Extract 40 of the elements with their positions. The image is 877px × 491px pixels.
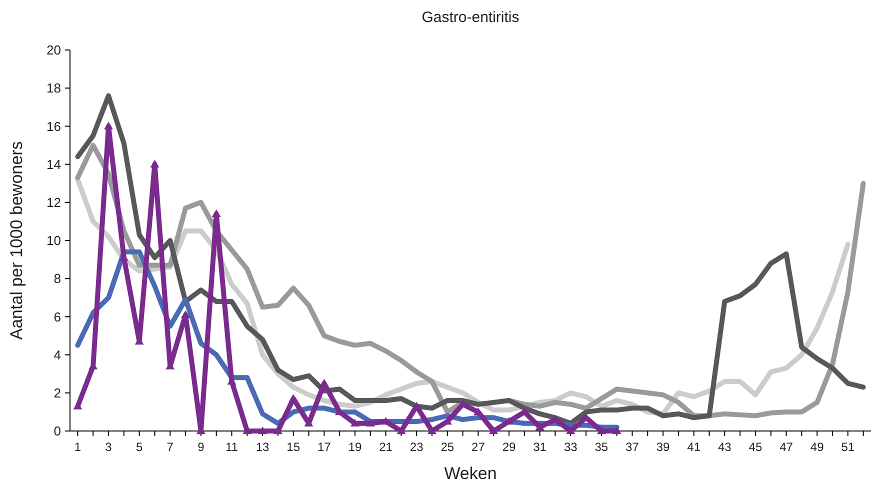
x-tick-label: 33 [564,440,578,454]
x-tick-label: 5 [136,440,143,454]
x-tick-label: 15 [286,440,300,454]
y-tick-label: 18 [46,80,61,96]
x-tick-label: 31 [533,440,547,454]
x-tick-label: 3 [105,440,112,454]
x-tick-label: 29 [502,440,516,454]
y-tick-label: 10 [46,233,61,248]
x-tick-label: 49 [810,440,824,454]
x-tick-label: 51 [841,440,855,454]
x-tick-label: 17 [317,440,332,454]
y-tick-label: 14 [46,156,61,172]
y-axis-title: Aantal per 1000 bewoners [7,141,26,340]
chart-title: Gastro-entiritis [422,9,520,26]
y-tick-label: 6 [54,309,61,324]
x-tick-label: 11 [226,440,238,454]
x-tick-label: 41 [687,440,701,454]
x-tick-label: 1 [74,440,82,454]
x-tick-label: 25 [440,440,454,454]
y-tick-label: 0 [54,424,61,439]
x-axis-title: Weken [444,464,497,483]
x-tick-label: 9 [198,440,205,454]
x-tick-label: 37 [626,440,640,454]
x-tick-label: 13 [256,440,270,454]
x-tick-label: 47 [780,440,794,454]
x-tick-label: 43 [718,440,732,454]
x-tick-label: 21 [379,440,393,454]
y-tick-label: 16 [46,118,61,134]
x-tick-label: 19 [348,440,362,454]
y-tick-label: 20 [46,42,61,58]
y-tick-label: 12 [46,194,61,210]
x-tick-label: 39 [656,440,670,454]
y-tick-label: 8 [54,271,61,286]
x-tick-label: 35 [594,440,608,454]
x-tick-label: 27 [472,440,486,454]
y-tick-label: 2 [54,385,61,400]
x-tick-label: 45 [748,440,762,454]
y-tick-label: 4 [54,347,61,362]
x-tick-label: 23 [410,440,424,454]
x-tick-label: 7 [166,440,174,454]
